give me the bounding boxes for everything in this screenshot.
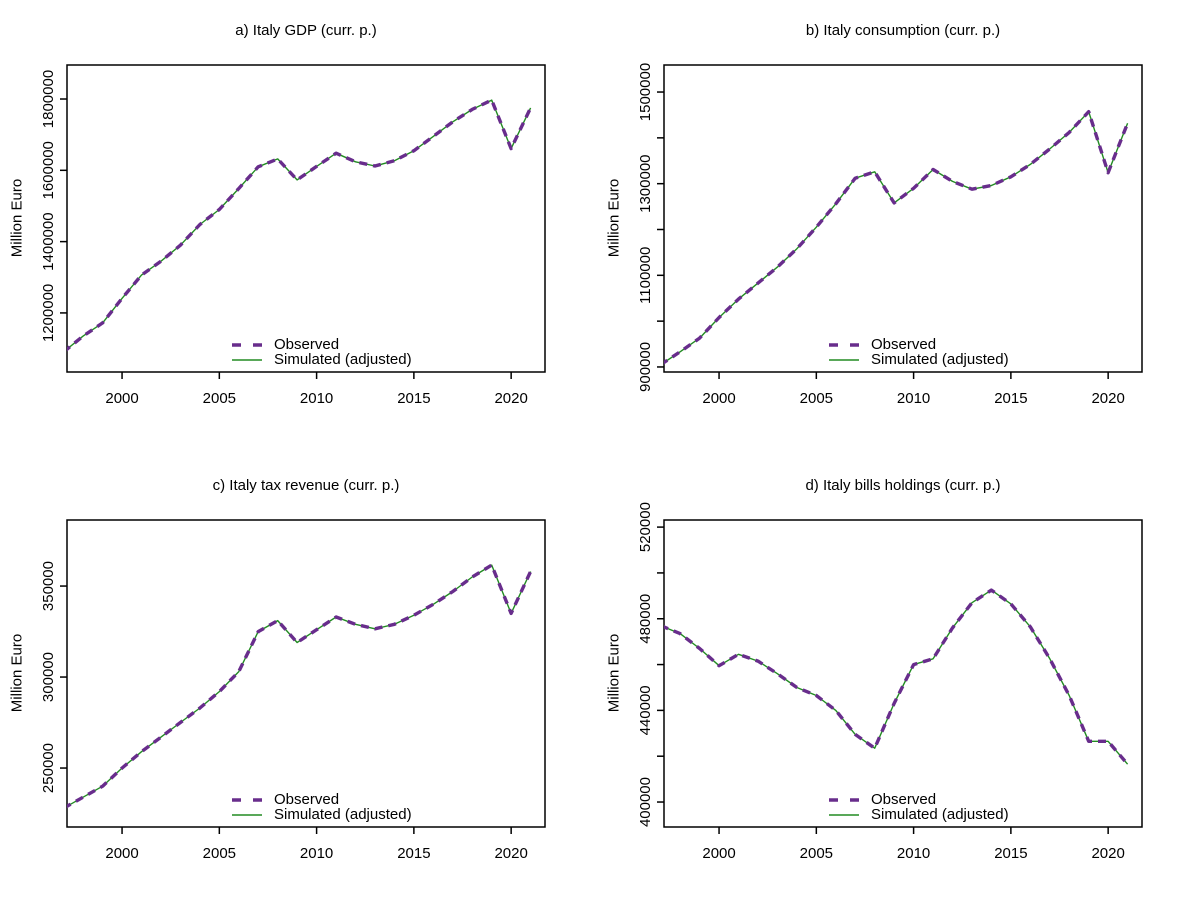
svg-text:520000: 520000 [637,502,654,552]
panel-title: c) Italy tax revenue (curr. p.) [212,477,400,494]
panel-consumption: 2000 2005 2010 2015 2020 900000 1100000 1300000… [597,0,1194,455]
svg-text:2010: 2010 [300,390,333,407]
chart-bills-holdings: 2000 2005 2010 2015 2020 400000 440000 480000 52… [637,502,1143,862]
svg-text:1100000: 1100000 [637,247,654,304]
legend-label-observed: Observed [871,336,937,353]
svg-text:1400000: 1400000 [40,212,57,270]
legend-label-observed: Observed [871,791,937,808]
svg-text:2015: 2015 [994,845,1027,862]
svg-text:900000: 900000 [637,342,654,392]
svg-text:2005: 2005 [203,390,236,407]
svg-text:2015: 2015 [994,390,1027,407]
legend-label-simulated: Simulated (adjusted) [274,806,412,823]
svg-text:1300000: 1300000 [637,154,654,212]
svg-text:440000: 440000 [637,685,654,735]
legend-label-simulated: Simulated (adjusted) [871,806,1009,823]
legend-label-observed: Observed [274,336,340,353]
panel-bills-holdings: 2000 2005 2010 2015 2020 400000 440000 480000 52… [597,455,1194,910]
svg-text:300000: 300000 [40,652,57,702]
legend-label-observed: Observed [274,791,340,808]
svg-text:2000: 2000 [702,390,735,407]
svg-text:2000: 2000 [105,390,138,407]
panel-tax-revenue: 2000 2005 2010 2015 2020 250000 300000 350000 c… [0,455,597,910]
svg-text:2005: 2005 [203,845,236,862]
y-axis-label: Million Euro [605,178,623,258]
svg-text:2020: 2020 [1091,390,1124,407]
legend-label-simulated: Simulated (adjusted) [871,351,1009,368]
svg-text:1800000: 1800000 [40,70,57,128]
svg-text:1200000: 1200000 [40,284,57,342]
svg-text:2020: 2020 [494,845,527,862]
panel-title: b) Italy consumption (curr. p.) [805,22,1001,39]
svg-text:2020: 2020 [494,390,527,407]
y-axis-label: Million Euro [605,633,623,713]
svg-text:1600000: 1600000 [40,141,57,199]
y-axis-label: Million Euro [8,178,26,258]
legend-label-simulated: Simulated (adjusted) [274,351,412,368]
svg-text:1500000: 1500000 [637,63,654,121]
svg-text:2015: 2015 [397,390,430,407]
svg-text:2000: 2000 [105,845,138,862]
svg-text:400000: 400000 [637,777,654,827]
svg-text:2010: 2010 [897,390,930,407]
svg-text:2005: 2005 [800,390,833,407]
svg-text:2020: 2020 [1091,845,1124,862]
svg-text:350000: 350000 [40,561,57,611]
chart-tax-revenue: 2000 2005 2010 2015 2020 250000 300000 350000 [40,519,546,862]
svg-text:2000: 2000 [702,845,735,862]
panel-title: a) Italy GDP (curr. p.) [235,22,377,39]
svg-text:2010: 2010 [897,845,930,862]
panel-title: d) Italy bills holdings (curr. p.) [805,477,1001,494]
svg-text:2015: 2015 [397,845,430,862]
chart-consumption: 2000 2005 2010 2015 2020 900000 1100000 1300000… [637,63,1143,407]
chart-gdp: 2000 2005 2010 2015 2020 1200000 1400000 160000… [40,64,546,407]
svg-text:250000: 250000 [40,743,57,793]
svg-text:2010: 2010 [300,845,333,862]
svg-text:2005: 2005 [800,845,833,862]
panel-gdp: 2000 2005 2010 2015 2020 1200000 1400000 160000… [0,0,597,455]
y-axis-label: Million Euro [8,633,26,713]
svg-text:480000: 480000 [637,594,654,644]
